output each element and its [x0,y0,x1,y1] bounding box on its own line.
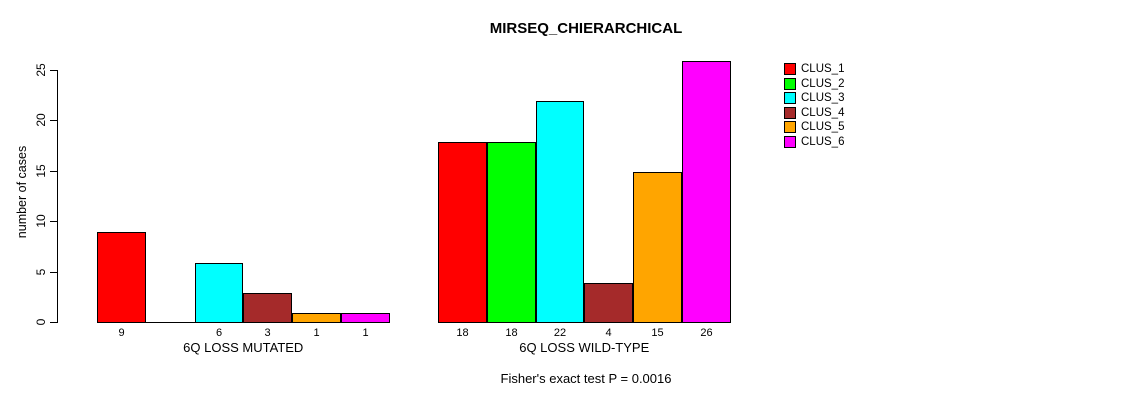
bar-value-label: 6 [215,327,223,339]
legend-item-clus_2: CLUS_2 [784,77,844,92]
bar-value-label: 18 [456,327,469,339]
bar-value-label: 26 [700,327,713,339]
bar-clus_1-wildtype [438,142,487,323]
legend-swatch [784,121,796,134]
bar-clus_3-mutated [195,263,243,323]
legend-item-clus_3: CLUS_3 [784,91,844,106]
legend-label: CLUS_3 [801,92,845,105]
legend-label: CLUS_4 [801,106,845,119]
bar-value-label: 9 [118,327,125,339]
fisher-test-annotation: Fisher's exact test P = 0.0016 [500,371,672,386]
legend-label: CLUS_5 [801,121,845,134]
bar-value-label: 15 [651,327,664,339]
legend-label: CLUS_6 [801,135,845,148]
y-tick-label: 15 [34,164,48,178]
bar-clus_1-mutated [97,232,146,323]
bar-clus_2-wildtype [487,142,536,323]
bar-clus_5-mutated [292,313,341,323]
y-tick-label: 25 [34,63,48,77]
legend: CLUS_1 CLUS_2 CLUS_3 CLUS_4 CLUS_5 CLUS_6 [784,62,844,149]
y-tick-label: 20 [34,113,48,128]
group-label: 6Q LOSS WILD-TYPE [519,340,650,355]
bar-clus_6-mutated [341,313,390,323]
bar-value-label: 4 [605,327,612,339]
bar-clus_6-wildtype [682,61,731,323]
legend-swatch [784,135,796,148]
y-tick-label: 0 [34,318,48,326]
legend-swatch [784,63,796,76]
legend-swatch [784,92,796,105]
legend-swatch [784,106,796,119]
y-tick-mark [50,120,57,122]
y-tick-label: 10 [34,214,48,228]
group-label: 6Q LOSS MUTATED [183,340,304,355]
y-tick-mark [50,170,57,172]
bar-clus_2-mutated [146,322,195,323]
bar-clus_5-wildtype [633,172,682,323]
bar-clus_4-mutated [243,293,292,323]
y-axis-title: number of cases [15,145,29,239]
legend-swatch [784,77,796,90]
legend-item-clus_6: CLUS_6 [784,135,844,150]
bar-value-label: 22 [553,327,567,339]
bar-value-label: 3 [264,327,271,339]
bar-clus_3-wildtype [536,101,584,323]
bar-value-label: 1 [362,327,369,339]
bar-value-label: 18 [505,327,518,339]
chart-title: MIRSEQ_CHIERARCHICAL [489,20,683,37]
bar-value-label: 1 [313,327,320,339]
legend-item-clus_5: CLUS_5 [784,120,844,135]
y-tick-mark [50,221,57,223]
legend-label: CLUS_2 [801,77,845,90]
legend-item-clus_4: CLUS_4 [784,106,844,121]
legend-item-clus_1: CLUS_1 [784,62,844,77]
legend-label: CLUS_1 [801,63,845,76]
y-tick-mark [50,271,57,273]
y-tick-mark [50,322,57,323]
y-tick-mark [50,70,57,71]
y-tick-label: 5 [34,268,48,275]
bar-clus_4-wildtype [584,283,633,323]
y-axis-line [57,70,58,323]
